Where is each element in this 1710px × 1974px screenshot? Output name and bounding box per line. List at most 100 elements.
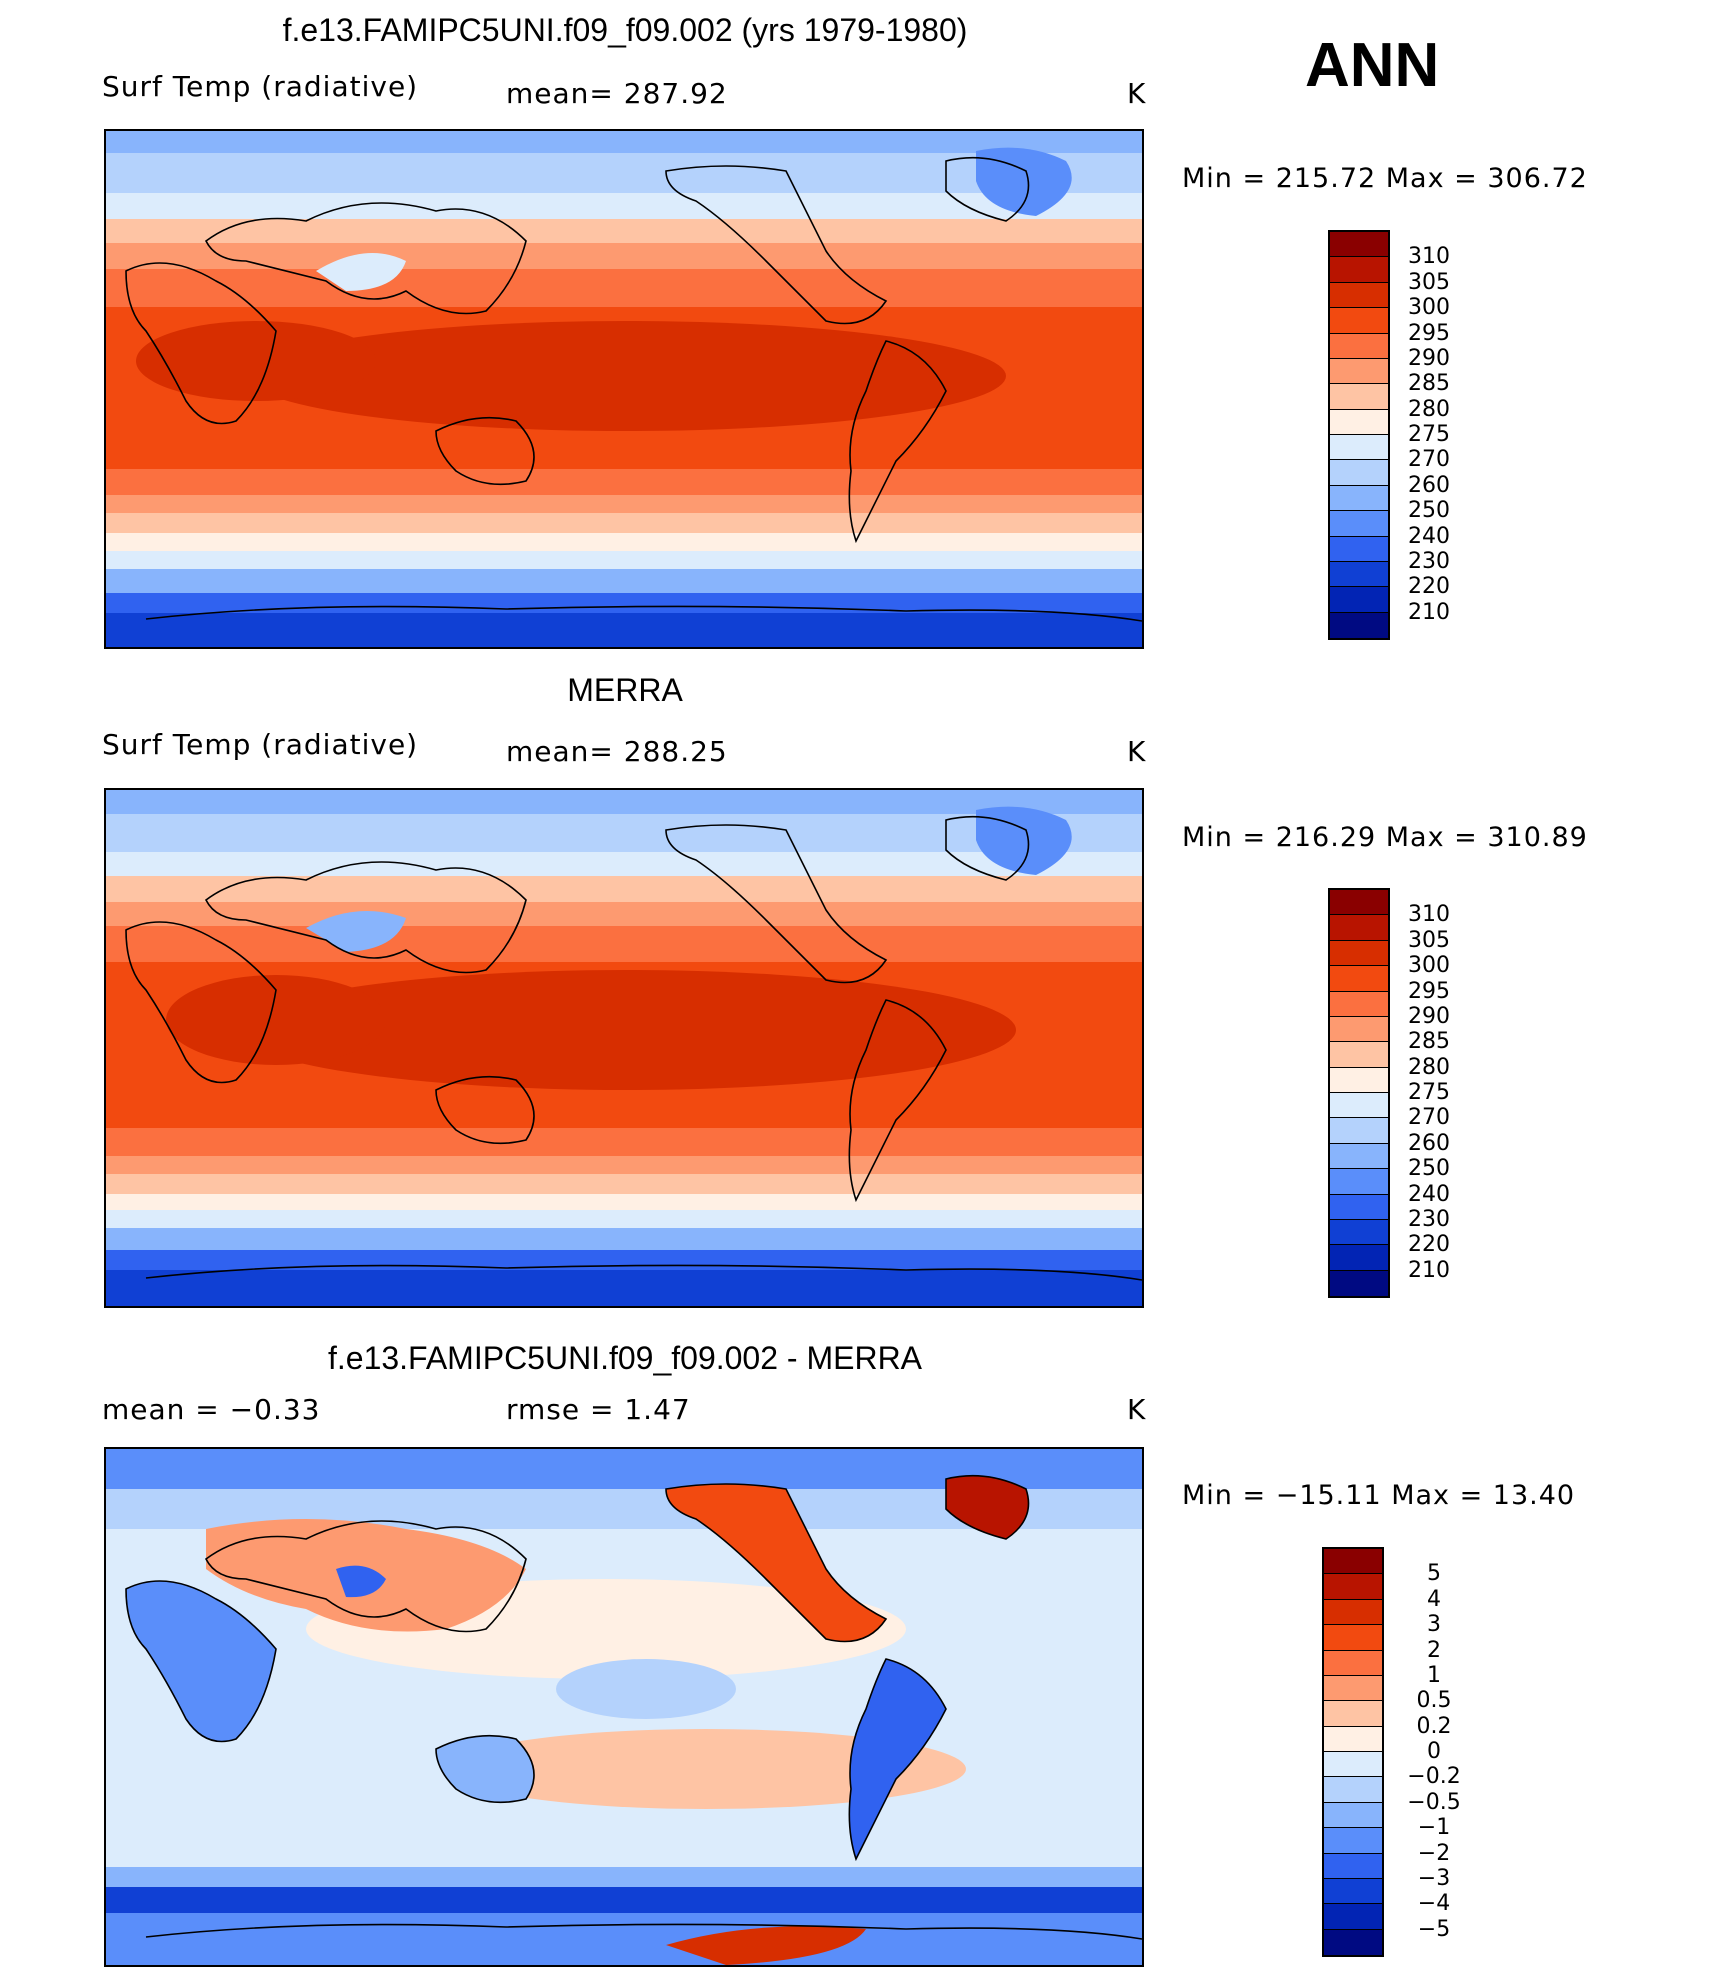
colorbar-tick-label: −1	[1417, 1815, 1451, 1841]
colorbar-model	[1328, 230, 1390, 640]
colorbar-swatch	[1324, 1878, 1382, 1905]
colorbar-swatch	[1330, 460, 1388, 486]
colorbar-tick-label: 4	[1427, 1586, 1441, 1612]
colorbar-tick-label: −0.2	[1407, 1764, 1461, 1790]
colorbar-swatch	[1324, 1904, 1382, 1930]
colorbar-swatch	[1324, 1777, 1382, 1803]
colorbar-swatch	[1324, 1650, 1382, 1676]
colorbar-tick-label: 250	[1408, 1156, 1450, 1182]
colorbar-tick-label: 0	[1427, 1739, 1441, 1764]
panel-obs-variable-label: Surf Temp (radiative)	[102, 728, 419, 761]
panel-diff-map	[104, 1447, 1144, 1967]
colorbar-swatch	[1330, 890, 1388, 916]
colorbar-swatch	[1330, 384, 1388, 410]
colorbar-swatch	[1324, 1625, 1382, 1651]
colorbar-tick-label: 270	[1408, 1105, 1450, 1131]
panel-obs-title: MERRA	[567, 672, 683, 708]
colorbar-tick-label: 210	[1408, 1257, 1450, 1283]
colorbar-swatch	[1330, 1194, 1388, 1220]
panel-diff-units: K	[1127, 1393, 1147, 1426]
colorbar-swatch	[1330, 333, 1388, 359]
colorbar-swatch	[1324, 1675, 1382, 1702]
colorbar-swatch	[1330, 435, 1388, 461]
colorbar-tick-label: −0.5	[1407, 1789, 1461, 1815]
colorbar-swatch	[1330, 940, 1388, 967]
colorbar-swatch	[1330, 257, 1388, 283]
colorbar-obs	[1328, 888, 1390, 1298]
colorbar-tick-label: −4	[1417, 1891, 1451, 1917]
colorbar-tick-label: 240	[1408, 523, 1450, 549]
colorbar-tick-label: 260	[1408, 472, 1450, 498]
colorbar-swatch	[1324, 1752, 1382, 1778]
colorbar-swatch	[1330, 1118, 1388, 1144]
colorbar-tick-label: 0.2	[1416, 1713, 1452, 1739]
colorbar-swatch	[1330, 1093, 1388, 1119]
colorbar-tick-label: 305	[1408, 927, 1450, 953]
colorbar-tick-label: 275	[1408, 1080, 1450, 1105]
colorbar-tick-label: 210	[1408, 599, 1450, 625]
colorbar-swatch	[1330, 1169, 1388, 1195]
colorbar-tick-label: 3	[1427, 1612, 1441, 1638]
colorbar-tick-label: 220	[1408, 574, 1450, 600]
colorbar-tick-label: 290	[1408, 345, 1450, 371]
colorbar-tick-label: 5	[1427, 1561, 1441, 1587]
panel-model-mean-label: mean= 287.92	[506, 77, 728, 110]
colorbar-swatch	[1324, 1701, 1382, 1727]
colorbar-tick-label: 280	[1408, 1054, 1450, 1080]
colorbar-swatch	[1330, 358, 1388, 385]
colorbar-tick-label: 2	[1427, 1637, 1441, 1663]
colorbar-swatch	[1324, 1802, 1382, 1829]
colorbar-swatch	[1324, 1574, 1382, 1600]
panel-diff-title: f.e13.FAMIPC5UNI.f09_f09.002 - MERRA	[327, 1340, 923, 1376]
colorbar-swatch	[1330, 1270, 1388, 1296]
colorbar-swatch	[1330, 536, 1388, 562]
colorbar-swatch	[1330, 511, 1388, 537]
panel-diff-mean-label: mean = −0.33	[102, 1393, 321, 1426]
panel-model-title: f.e13.FAMIPC5UNI.f09_f09.002 (yrs 1979-1…	[282, 12, 968, 48]
colorbar-swatch	[1330, 612, 1388, 638]
colorbar-swatch	[1324, 1828, 1382, 1854]
colorbar-tick-label: −2	[1417, 1840, 1451, 1866]
colorbar-tick-label: 240	[1408, 1181, 1450, 1207]
panel-model-minmax: Min = 215.72 Max = 306.72	[1182, 163, 1588, 194]
colorbar-tick-label: 285	[1408, 1029, 1450, 1055]
colorbar-swatch	[1330, 308, 1388, 334]
colorbar-swatch	[1330, 1143, 1388, 1170]
panel-obs-map	[104, 788, 1144, 1308]
colorbar-swatch	[1330, 587, 1388, 613]
colorbar-tick-label: 260	[1408, 1130, 1450, 1156]
colorbar-tick-label: 250	[1408, 498, 1450, 524]
colorbar-tick-label: −5	[1417, 1916, 1451, 1942]
colorbar-tick-label: 1	[1427, 1662, 1441, 1688]
colorbar-tick-label: 310	[1408, 244, 1450, 270]
colorbar-tick-label: −3	[1417, 1865, 1451, 1891]
colorbar-swatch	[1330, 1219, 1388, 1246]
colorbar-diff	[1322, 1547, 1384, 1957]
panel-diff-rmse-label: rmse = 1.47	[506, 1393, 691, 1426]
panel-obs-units: K	[1127, 735, 1147, 768]
colorbar-tick-label: 305	[1408, 269, 1450, 295]
colorbar-swatch	[1330, 409, 1388, 435]
colorbar-tick-label: 0.5	[1416, 1688, 1452, 1714]
panel-model-units: K	[1127, 77, 1147, 110]
colorbar-tick-label: 220	[1408, 1232, 1450, 1258]
colorbar-swatch	[1330, 991, 1388, 1017]
panel-diff-minmax: Min = −15.11 Max = 13.40	[1182, 1480, 1576, 1511]
colorbar-swatch	[1324, 1853, 1382, 1879]
model-temperature-field	[106, 131, 1142, 647]
colorbar-swatch	[1324, 1726, 1382, 1752]
colorbar-swatch	[1330, 1245, 1388, 1271]
colorbar-swatch	[1330, 485, 1388, 512]
colorbar-tick-label: 285	[1408, 371, 1450, 397]
colorbar-tick-label: 230	[1408, 1206, 1450, 1232]
colorbar-swatch	[1330, 1042, 1388, 1068]
panel-obs-mean-label: mean= 288.25	[506, 735, 728, 768]
difference-field	[106, 1449, 1142, 1965]
panel-obs-minmax: Min = 216.29 Max = 310.89	[1182, 822, 1588, 853]
colorbar-swatch	[1330, 1016, 1388, 1043]
colorbar-swatch	[1330, 1067, 1388, 1093]
colorbar-swatch	[1330, 282, 1388, 309]
colorbar-tick-label: 300	[1408, 295, 1450, 321]
colorbar-swatch	[1330, 561, 1388, 588]
colorbar-tick-label: 230	[1408, 548, 1450, 574]
